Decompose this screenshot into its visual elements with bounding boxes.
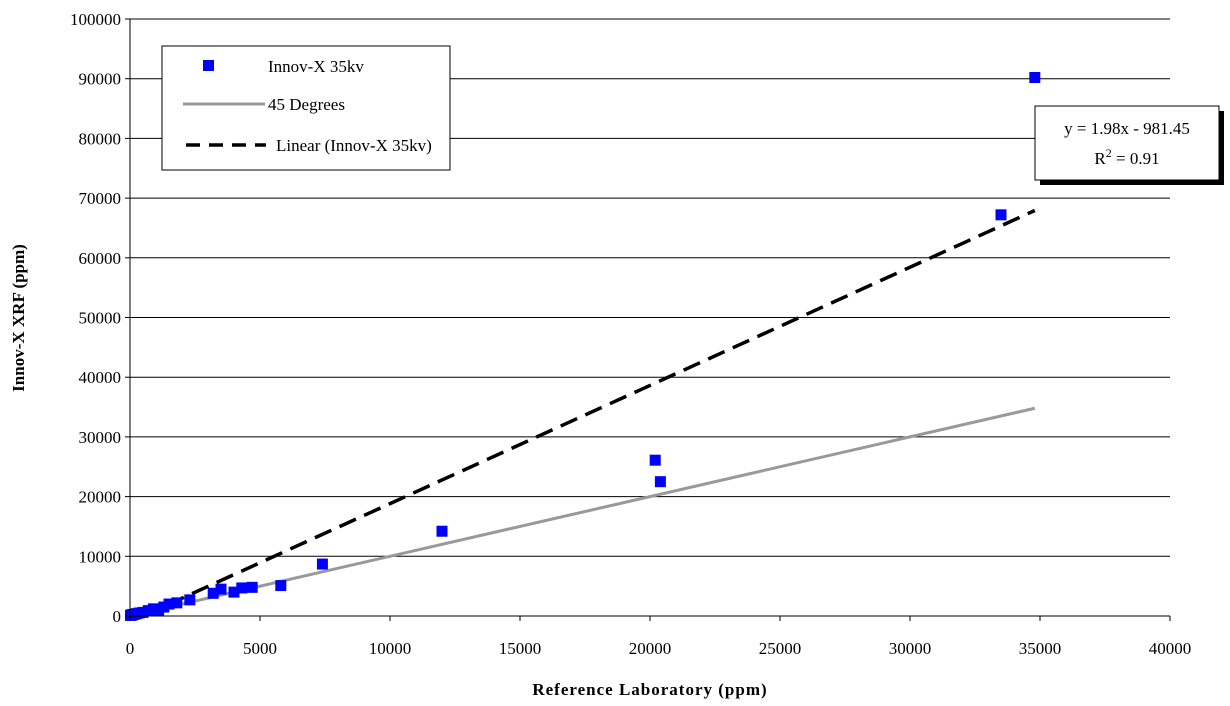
legend-label-innov-x: Innov-X 35kv [268, 57, 364, 76]
y-tick-label-8: 80000 [79, 129, 122, 148]
y-tick-label-3: 30000 [79, 428, 122, 447]
y-tick-label-4: 40000 [79, 368, 122, 387]
y-tick-label-0: 0 [113, 607, 122, 626]
y-tick-label-10: 100000 [70, 10, 121, 29]
legend-marker-innov-x [203, 60, 214, 71]
legend: Innov-X 35kv 45 Degrees Linear (Innov-X … [161, 45, 451, 171]
data-point-12 [163, 598, 175, 610]
x-tick-label-3: 15000 [499, 639, 542, 658]
x-tick-label-4: 20000 [629, 639, 672, 658]
data-point-15 [207, 587, 219, 599]
legend-label-linear: Linear (Innov-X 35kv) [276, 136, 432, 155]
data-point-26 [1029, 72, 1041, 84]
y-tick-label-7: 70000 [79, 189, 122, 208]
data-point-19 [246, 581, 258, 593]
x-tick-label-6: 30000 [889, 639, 932, 658]
y-axis-title: Innov-X XRF (ppm) [9, 244, 28, 392]
x-tick-label-0: 0 [126, 639, 135, 658]
data-point-25 [995, 209, 1007, 221]
y-tick-label-6: 60000 [79, 249, 122, 268]
equation-box-frame [1034, 105, 1220, 181]
data-point-18 [236, 582, 248, 594]
x-tick-label-2: 10000 [369, 639, 412, 658]
x-tick-label-5: 25000 [759, 639, 802, 658]
data-point-14 [184, 594, 196, 606]
series-45-degrees [129, 406, 1036, 618]
series-linear-trend [142, 208, 1036, 618]
line-45-degrees [129, 406, 1036, 618]
x-tick-label-8: 40000 [1149, 639, 1192, 658]
r-squared-value: R2 = 0.91 [1094, 146, 1159, 168]
data-point-24 [654, 476, 666, 488]
y-tick-label-2: 20000 [79, 488, 122, 507]
data-point-16 [215, 583, 227, 595]
axes [125, 18, 1171, 621]
trendline-equation-box: y = 1.98x - 981.45 R2 = 0.91 [1034, 105, 1224, 185]
data-point-20 [275, 580, 287, 592]
data-point-17 [228, 586, 240, 598]
data-point-23 [649, 454, 661, 466]
series-innov-x-points [125, 72, 1041, 621]
x-tick-label-7: 35000 [1019, 639, 1062, 658]
x-tick-label-1: 5000 [243, 639, 277, 658]
trendline-equation: y = 1.98x - 981.45 [1064, 119, 1190, 138]
tick-labels: 0100002000030000400005000060000700008000… [70, 10, 1191, 658]
data-point-13 [171, 597, 183, 609]
legend-label-45-degrees: 45 Degrees [268, 95, 345, 114]
x-axis-title: Reference Laboratory (ppm) [532, 680, 767, 699]
y-tick-label-9: 90000 [79, 70, 122, 89]
data-point-22 [436, 525, 448, 537]
y-tick-label-1: 10000 [79, 547, 122, 566]
line-linear-trend [142, 208, 1036, 618]
y-tick-label-5: 50000 [79, 309, 122, 328]
data-point-21 [316, 558, 328, 570]
gridlines [130, 18, 1170, 557]
